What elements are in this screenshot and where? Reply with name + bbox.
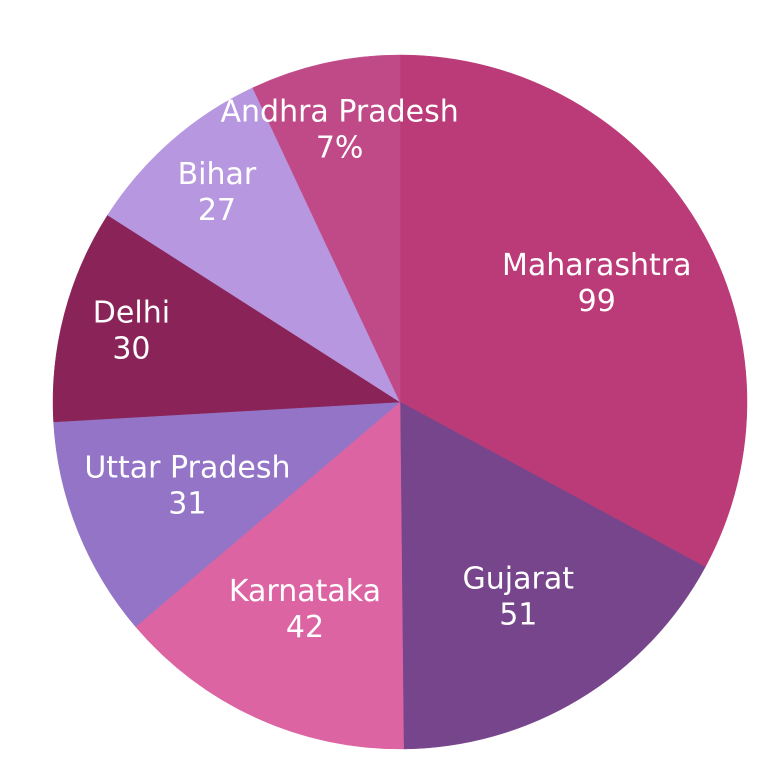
slice-category-label: Uttar Pradesh [84,451,290,486]
slice-category-label: Andhra Pradesh [221,95,459,130]
pie-slice [52,214,401,423]
pie-slice [135,401,404,750]
slice-category-label: Gujarat [463,562,575,597]
slice-value-label: 42 [286,610,324,645]
slice-category-label: Bihar [178,157,257,192]
pie-slice [399,54,748,568]
slice-category-label: Karnataka [229,574,381,609]
slice-value-label: 31 [168,487,206,522]
pie-slice [53,401,401,628]
slice-category-label: Delhi [93,295,170,330]
pie-slice [107,87,401,403]
slice-category-label: Maharashtra [502,248,692,283]
pie-slice [252,54,401,403]
slice-value-label: 27 [198,193,236,228]
slice-value-label: 30 [112,331,150,366]
slice-value-label: 99 [578,284,616,319]
slice-value-label: 7% [316,131,364,166]
pie-slice [399,401,706,750]
slice-value-label: 51 [499,598,537,633]
